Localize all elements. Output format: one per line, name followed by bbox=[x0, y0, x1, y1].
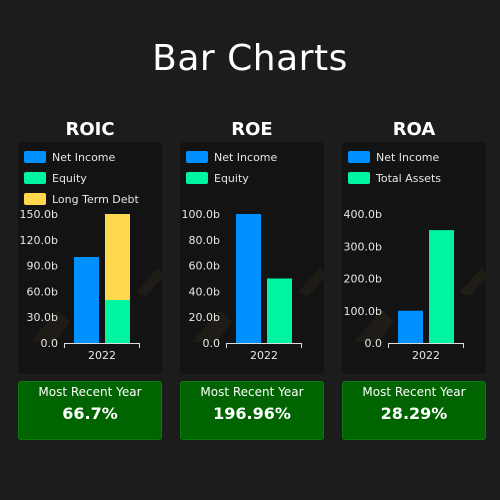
y-tick-label: 200.0b bbox=[344, 273, 382, 286]
legend-label: Equity bbox=[214, 172, 249, 185]
legend-item-total-assets[interactable]: Total Assets bbox=[348, 172, 441, 185]
y-tick-label: 90.0b bbox=[27, 260, 58, 273]
legend-item-net-income[interactable]: Net Income bbox=[24, 151, 116, 164]
watermark-logo bbox=[354, 268, 486, 342]
roa-summary-card: Most Recent Year 28.29% bbox=[342, 381, 486, 440]
legend-item-equity[interactable]: Equity bbox=[186, 172, 249, 185]
x-tick-label: 2022 bbox=[250, 349, 278, 362]
legend-swatch bbox=[186, 151, 208, 163]
legend-swatch bbox=[24, 172, 46, 184]
legend-swatch bbox=[348, 151, 370, 163]
legend-label: Net Income bbox=[376, 151, 440, 164]
summary-label: Most Recent Year bbox=[200, 385, 304, 399]
roe-value: 196.96% bbox=[213, 404, 291, 423]
y-tick-label: 400.0b bbox=[344, 208, 382, 221]
summary-label: Most Recent Year bbox=[38, 385, 142, 399]
legend-label: Long Term Debt bbox=[52, 193, 139, 206]
roa-chart: Net Income Total Assets 0.0 100.0b 200.0b 300… bbox=[342, 142, 486, 374]
roe-summary-card: Most Recent Year 196.96% bbox=[180, 381, 324, 440]
y-tick-label: 120.0b bbox=[20, 234, 58, 247]
roe-chart-svg: Net Income Equity 0.0 20.0b 40.0b 60.0b 80.0b 1… bbox=[182, 151, 324, 362]
legend-swatch bbox=[348, 172, 370, 184]
legend-label: Equity bbox=[52, 172, 87, 185]
y-tick-label: 30.0b bbox=[27, 311, 58, 324]
y-tick-label: 100.0b bbox=[182, 208, 220, 221]
y-tick-label: 60.0b bbox=[27, 285, 58, 298]
roic-chart-svg: Net Income Equity Long Term Debt 0.0 30.0b 60… bbox=[20, 151, 162, 362]
legend-item-long-term-debt[interactable]: Long Term Debt bbox=[24, 193, 139, 206]
page-title: Bar Charts bbox=[152, 38, 348, 79]
y-tick-label: 0.0 bbox=[203, 337, 221, 350]
bar-total-assets[interactable] bbox=[429, 230, 454, 343]
bar-net-income[interactable] bbox=[236, 214, 261, 343]
legend-swatch bbox=[24, 151, 46, 163]
bar-long-term-debt[interactable] bbox=[105, 214, 130, 300]
bar-equity[interactable] bbox=[267, 278, 292, 344]
roe-chart: Net Income Equity 0.0 20.0b 40.0b 60.0b 80.0b 1… bbox=[180, 142, 324, 374]
roic-value: 66.7% bbox=[62, 404, 118, 423]
legend-item-equity[interactable]: Equity bbox=[24, 172, 87, 185]
legend-label: Net Income bbox=[52, 151, 116, 164]
legend-item-net-income[interactable]: Net Income bbox=[186, 151, 278, 164]
y-tick-label: 0.0 bbox=[365, 337, 383, 350]
x-tick-label: 2022 bbox=[412, 349, 440, 362]
roa-chart-svg: Net Income Total Assets 0.0 100.0b 200.0b 300… bbox=[344, 151, 486, 362]
x-tick-label: 2022 bbox=[88, 349, 116, 362]
bar-net-income[interactable] bbox=[74, 257, 99, 343]
y-tick-label: 100.0b bbox=[344, 305, 382, 318]
y-tick-label: 0.0 bbox=[41, 337, 59, 350]
watermark-logo bbox=[30, 268, 162, 342]
y-tick-label: 150.0b bbox=[20, 208, 58, 221]
roa-value: 28.29% bbox=[380, 404, 448, 423]
legend-item-net-income[interactable]: Net Income bbox=[348, 151, 440, 164]
bar-net-income[interactable] bbox=[398, 310, 423, 343]
y-tick-label: 60.0b bbox=[189, 260, 220, 273]
bar-equity[interactable] bbox=[105, 300, 130, 343]
chart-title: ROE bbox=[231, 119, 273, 140]
summary-label: Most Recent Year bbox=[362, 385, 466, 399]
roic-summary-card: Most Recent Year 66.7% bbox=[18, 381, 162, 440]
chart-title: ROIC bbox=[65, 119, 115, 140]
y-tick-label: 300.0b bbox=[344, 240, 382, 253]
y-tick-label: 80.0b bbox=[189, 234, 220, 247]
y-tick-label: 40.0b bbox=[189, 285, 220, 298]
legend-swatch bbox=[24, 193, 46, 205]
watermark-logo bbox=[192, 268, 324, 342]
legend-label: Net Income bbox=[214, 151, 278, 164]
legend-label: Total Assets bbox=[375, 172, 441, 185]
y-tick-label: 20.0b bbox=[189, 311, 220, 324]
roic-chart: Net Income Equity Long Term Debt 0.0 30.0b 60… bbox=[18, 142, 162, 374]
legend-swatch bbox=[186, 172, 208, 184]
chart-title: ROA bbox=[392, 119, 436, 140]
